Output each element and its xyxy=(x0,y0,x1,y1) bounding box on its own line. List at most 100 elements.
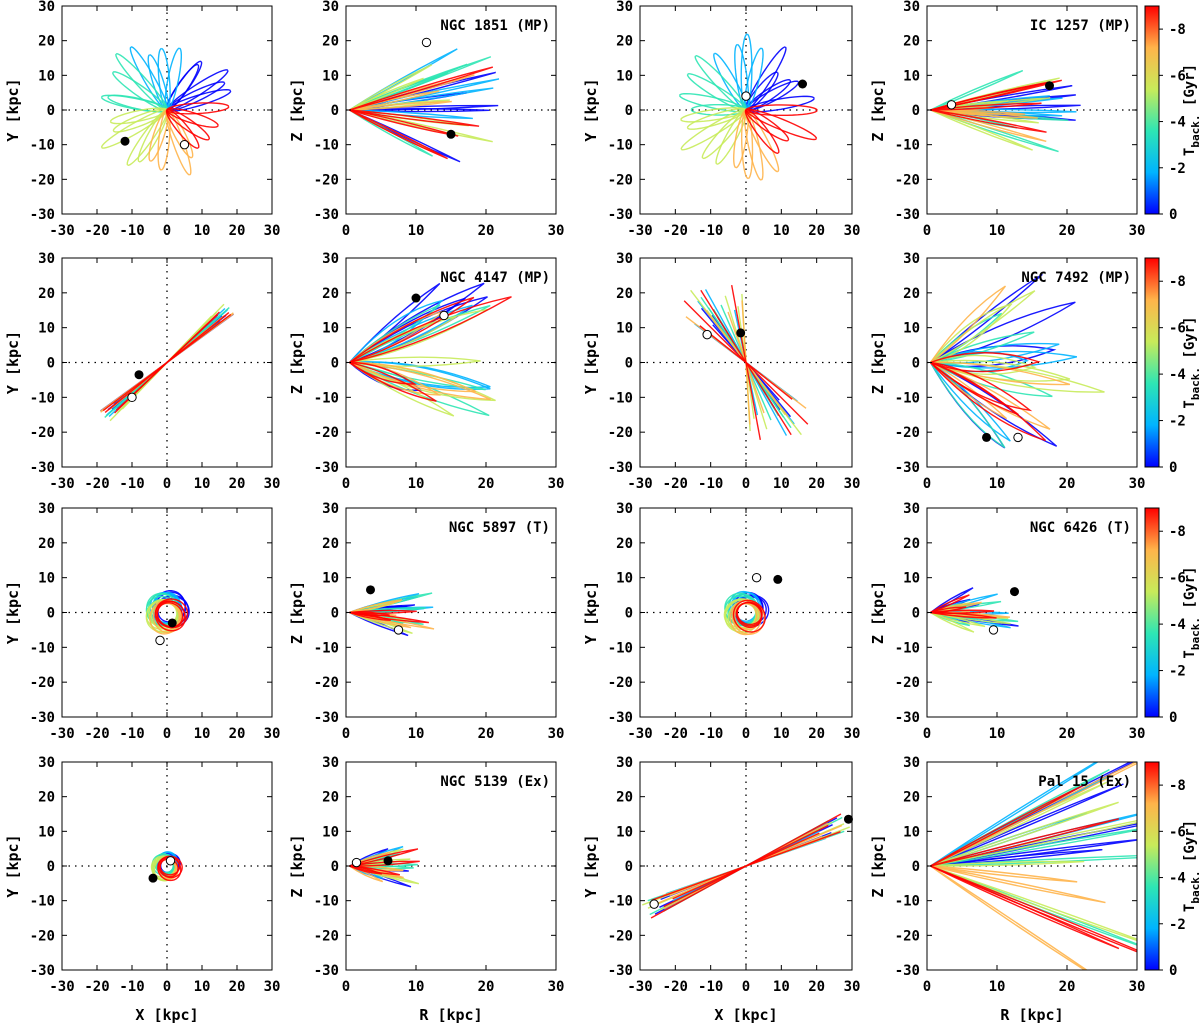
y-tick-label: -20 xyxy=(895,675,920,691)
panel-title: Pal 15 (Ex) xyxy=(1038,774,1131,790)
y-axis-label: Z [kpc] xyxy=(869,78,887,141)
y-tick-label: -30 xyxy=(30,963,55,979)
y-tick-label: 30 xyxy=(903,755,920,771)
orbit-track xyxy=(145,590,190,635)
x-tick-label: 0 xyxy=(742,979,750,995)
y-tick-label: 0 xyxy=(912,103,920,119)
end-point xyxy=(393,625,404,635)
colorbar-label: Tback. [Gyr] xyxy=(1182,820,1200,912)
y-tick-label: -20 xyxy=(608,172,633,188)
x-tick-label: -20 xyxy=(84,223,109,239)
y-tick-label: 30 xyxy=(322,0,339,15)
y-tick-label: 10 xyxy=(616,824,633,840)
y-tick-label: -20 xyxy=(30,172,55,188)
x-tick-label: 20 xyxy=(1059,223,1076,239)
y-tick-label: -30 xyxy=(314,207,339,223)
x-tick-label: 10 xyxy=(408,223,425,239)
x-tick-label: 10 xyxy=(773,726,790,742)
x-tick-label: 10 xyxy=(194,979,211,995)
y-tick-label: -20 xyxy=(314,928,339,944)
y-tick-label: -30 xyxy=(608,207,633,223)
orbit-track xyxy=(930,69,1081,153)
y-tick-label: -10 xyxy=(30,894,55,910)
y-tick-label: -30 xyxy=(608,963,633,979)
y-tick-label: 0 xyxy=(912,606,920,622)
y-tick-label: 30 xyxy=(38,501,55,517)
panel-title: NGC 5897 (T) xyxy=(449,520,550,536)
x-tick-label: 10 xyxy=(989,726,1006,742)
colorbar-tick-label: -4 xyxy=(1169,367,1186,383)
colorbar: 0 -2 -4 -6 -8 Tback. [Gyr] xyxy=(1144,5,1200,223)
x-tick-label: 10 xyxy=(773,476,790,492)
orbit-track xyxy=(683,284,809,441)
panel-title: IC 1257 (MP) xyxy=(1030,18,1131,34)
x-tick-label: 30 xyxy=(548,979,565,995)
y-tick-label: 20 xyxy=(322,790,339,806)
panel-title: NGC 6426 (T) xyxy=(1030,520,1131,536)
colorbar-tick-label: -6 xyxy=(1169,68,1186,84)
y-tick-label: -10 xyxy=(30,138,55,154)
y-tick-label: 20 xyxy=(903,34,920,50)
y-tick-label: -20 xyxy=(895,928,920,944)
y-tick-label: 20 xyxy=(322,286,339,302)
y-tick-label: -30 xyxy=(30,710,55,726)
y-tick-label: -30 xyxy=(608,710,633,726)
y-axis-label: Y [kpc] xyxy=(4,78,22,141)
y-tick-label: 20 xyxy=(616,536,633,552)
y-tick-label: -30 xyxy=(30,460,55,476)
y-tick-label: -10 xyxy=(314,390,339,406)
y-tick-label: 30 xyxy=(616,501,633,517)
panel-2-2: -30 -20 -10 0 10 20 30 -30 -20 -10 0 10 20 30 Y [kpc] xyxy=(582,501,860,742)
x-axis-label: R [kpc] xyxy=(1000,1006,1063,1024)
x-tick-label: 20 xyxy=(1059,726,1076,742)
colorbar-tick-label: 0 xyxy=(1169,963,1177,979)
y-axis-label: Z [kpc] xyxy=(288,581,306,644)
x-tick-label: -30 xyxy=(49,476,74,492)
start-point xyxy=(134,370,144,380)
y-tick-label: -20 xyxy=(30,675,55,691)
y-tick-label: 0 xyxy=(47,859,55,875)
y-axis-label: Z [kpc] xyxy=(869,581,887,644)
x-tick-label: -20 xyxy=(663,476,688,492)
y-tick-label: 0 xyxy=(331,103,339,119)
x-tick-label: 0 xyxy=(342,476,350,492)
x-tick-label: 30 xyxy=(264,726,281,742)
start-point xyxy=(843,814,853,824)
x-axis-label: X [kpc] xyxy=(135,1006,198,1024)
y-tick-label: 0 xyxy=(331,606,339,622)
y-axis-label: Y [kpc] xyxy=(582,78,600,141)
y-axis-label: Y [kpc] xyxy=(582,581,600,644)
x-tick-label: -10 xyxy=(698,979,723,995)
colorbar-tick-label: -8 xyxy=(1169,524,1186,540)
y-tick-label: 30 xyxy=(38,251,55,267)
x-tick-label: 20 xyxy=(808,476,825,492)
x-tick-label: -10 xyxy=(119,223,144,239)
x-tick-label: 30 xyxy=(844,476,861,492)
x-tick-label: 20 xyxy=(808,726,825,742)
start-point xyxy=(120,136,130,146)
panel-0-2: -30 -20 -10 0 10 20 30 -30 -20 -10 0 10 20 30 Y [kpc] xyxy=(582,0,860,239)
y-tick-label: 20 xyxy=(38,286,55,302)
y-axis-label: Z [kpc] xyxy=(288,834,306,897)
y-tick-label: -10 xyxy=(895,390,920,406)
zero-lines xyxy=(62,762,272,970)
x-axis-label: X [kpc] xyxy=(714,1006,777,1024)
y-tick-label: 30 xyxy=(616,755,633,771)
x-tick-label: -20 xyxy=(663,726,688,742)
x-tick-label: 0 xyxy=(923,726,931,742)
y-axis-label: Y [kpc] xyxy=(582,331,600,394)
y-tick-label: 10 xyxy=(322,68,339,84)
x-tick-label: 20 xyxy=(808,979,825,995)
y-tick-label: -20 xyxy=(30,928,55,944)
y-tick-label: 0 xyxy=(912,859,920,875)
x-tick-label: 30 xyxy=(264,223,281,239)
start-point xyxy=(1010,587,1019,597)
y-tick-label: 20 xyxy=(38,536,55,552)
x-tick-label: 10 xyxy=(194,223,211,239)
start-point xyxy=(1045,81,1054,91)
orbit-track xyxy=(100,303,234,422)
x-tick-label: 30 xyxy=(1129,223,1146,239)
panel-1-2: -30 -20 -10 0 10 20 30 -30 -20 -10 0 10 20 30 Y [kpc] xyxy=(582,251,860,492)
y-tick-label: -30 xyxy=(895,710,920,726)
